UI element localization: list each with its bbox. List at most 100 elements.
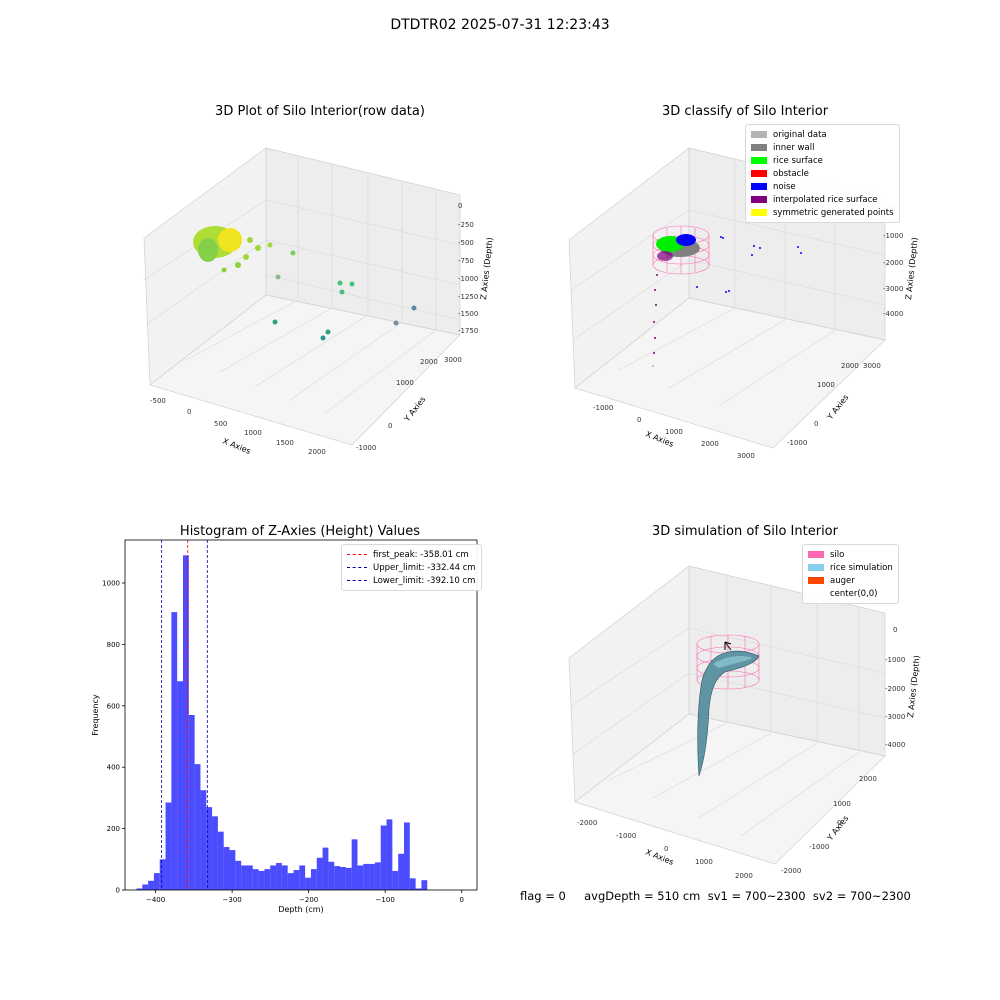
histogram-bar: [299, 865, 306, 890]
legend-swatch: [751, 157, 767, 164]
histogram-x-tick-label: −400: [146, 896, 165, 904]
classify-interp-point: [653, 321, 655, 323]
classify-noise-point: [800, 252, 802, 254]
histogram-bar: [153, 873, 160, 890]
classify-z-axis-label: Z Axies (Depth): [904, 237, 920, 300]
simulation-x-tick-labels: -2000 -1000 0 1000 2000: [577, 819, 753, 880]
histogram-bar: [316, 857, 323, 890]
raw-point: [320, 335, 326, 341]
raw-point: [272, 319, 278, 325]
raw-panel-title: 3D Plot of Silo Interior(row data): [215, 104, 425, 119]
legend-item: noise: [751, 180, 894, 193]
legend-item: original data: [751, 128, 894, 141]
status-footer: flag = 0 avgDepth = 510 cm sv1 = 700~230…: [520, 889, 911, 903]
raw-point: [247, 237, 253, 243]
histogram-bar: [177, 681, 184, 890]
legend-item: first_peak: -358.01 cm: [347, 548, 476, 561]
legend-swatch: [751, 196, 767, 203]
legend-label: Upper_limit: -332.44 cm: [373, 562, 476, 573]
legend-swatch: [751, 183, 767, 190]
legend-swatch: [751, 170, 767, 177]
simulation-grid: [570, 575, 886, 837]
classify-interpolated-points: [657, 251, 673, 261]
histogram-bar: [183, 555, 189, 890]
histogram-bar: [235, 860, 242, 890]
raw-3d-axes: 0 -250 -500 -750 -1000 -1250 -1500 -1750…: [143, 147, 495, 456]
raw-z-tick: -1750: [458, 327, 478, 335]
classify-noise-point: [725, 291, 727, 293]
raw-grid: [143, 156, 461, 415]
legend-label: rice surface: [773, 155, 823, 166]
histogram-bar: [281, 865, 288, 890]
legend-item: Upper_limit: -332.44 cm: [347, 561, 476, 574]
histogram-bar: [258, 870, 265, 890]
raw-data-panel: 3D Plot of Silo Interior(row data): [130, 100, 510, 480]
raw-z-tick: 0: [458, 202, 462, 210]
histogram-bar: [398, 853, 404, 890]
raw-z-tick: -1250: [458, 293, 478, 301]
classify-noise-points: [676, 234, 696, 246]
simulation-y-tick: -2000: [781, 867, 801, 875]
legend-item: symmetric generated points: [751, 206, 894, 219]
legend-swatch: [751, 131, 767, 138]
raw-point: [349, 281, 355, 287]
histogram-bar: [403, 822, 410, 890]
classify-y-tick: 1000: [817, 381, 835, 389]
classify-noise-point: [720, 236, 722, 238]
simulation-x-tick: -2000: [577, 819, 597, 827]
histogram-bar: [159, 859, 166, 890]
raw-y-tick: 0: [388, 422, 392, 430]
histogram-y-label: Frequency: [91, 694, 100, 736]
histogram-y-tick-label: 1000: [102, 579, 120, 587]
simulation-y-tick: -1000: [809, 843, 829, 851]
legend-item: rice simulation: [808, 561, 893, 574]
histogram-frame: [124, 539, 478, 891]
simulation-legend: silo rice simulation auger center(0,0): [802, 544, 899, 604]
simulation-z-tick: 0: [893, 626, 897, 634]
classify-x-tick: 1000: [665, 428, 683, 436]
histogram-bar: [252, 869, 259, 890]
legend-label: silo: [830, 549, 845, 560]
simulation-z-tick-labels: 0 -1000 -2000 -3000 -4000: [885, 626, 905, 749]
simulation-y-tick: 2000: [859, 775, 877, 783]
simulation-y-tick: 1000: [833, 800, 851, 808]
figure-suptitle: DTDTR02 2025-07-31 12:23:43: [390, 17, 610, 33]
raw-point: [339, 289, 345, 295]
legend-line: [347, 554, 367, 555]
histogram-y-tick-label: 200: [107, 825, 120, 833]
raw-x-tick: 2000: [308, 448, 326, 456]
histogram-bar: [363, 863, 370, 890]
legend-item: rice surface: [751, 154, 894, 167]
legend-swatch: [751, 144, 767, 151]
histogram-bar: [287, 873, 294, 890]
simulation-x-axis-label: X Axies: [644, 848, 675, 867]
classify-x-tick: 3000: [737, 452, 755, 460]
classify-interp-point: [654, 337, 656, 339]
histogram-panel: Histogram of Z-Axies (Height) Values −40…: [80, 518, 490, 928]
raw-y-tick: 1000: [396, 379, 414, 387]
simulation-z-tick: -1000: [885, 656, 905, 664]
histogram-bar: [229, 850, 236, 890]
simulation-x-tick: 0: [664, 845, 668, 853]
histogram-x-ticks: −400 −300 −200 −100 0: [146, 890, 464, 904]
histogram-bar: [328, 861, 335, 890]
legend-swatch: [808, 577, 824, 584]
classify-interp-point: [653, 352, 655, 354]
raw-z-tick: -1500: [458, 310, 478, 318]
simulation-rice-surface: [697, 650, 760, 777]
histogram-y-tick-label: 800: [107, 641, 120, 649]
histogram-bar: [293, 870, 300, 890]
histogram-legend: first_peak: -358.01 cm Upper_limit: -332…: [341, 544, 482, 591]
raw-point: [221, 267, 227, 273]
simulation-panel: 3D simulation of Silo Interior 0 -1000: [555, 518, 935, 888]
histogram-chart: −400 −300 −200 −100 0 0 200 400 600 800 1000 Dept…: [91, 539, 478, 914]
histogram-bar: [310, 869, 317, 890]
raw-y-axis-label: Y Axies: [402, 395, 428, 424]
raw-point: [393, 320, 399, 326]
legend-label: inner wall: [773, 142, 815, 153]
histogram-y-tick-label: 400: [107, 764, 120, 772]
classify-noise-point: [728, 290, 730, 292]
legend-label: interpolated rice surface: [773, 194, 878, 205]
histogram-bar: [212, 816, 218, 890]
simulation-z-tick: -2000: [885, 685, 905, 693]
